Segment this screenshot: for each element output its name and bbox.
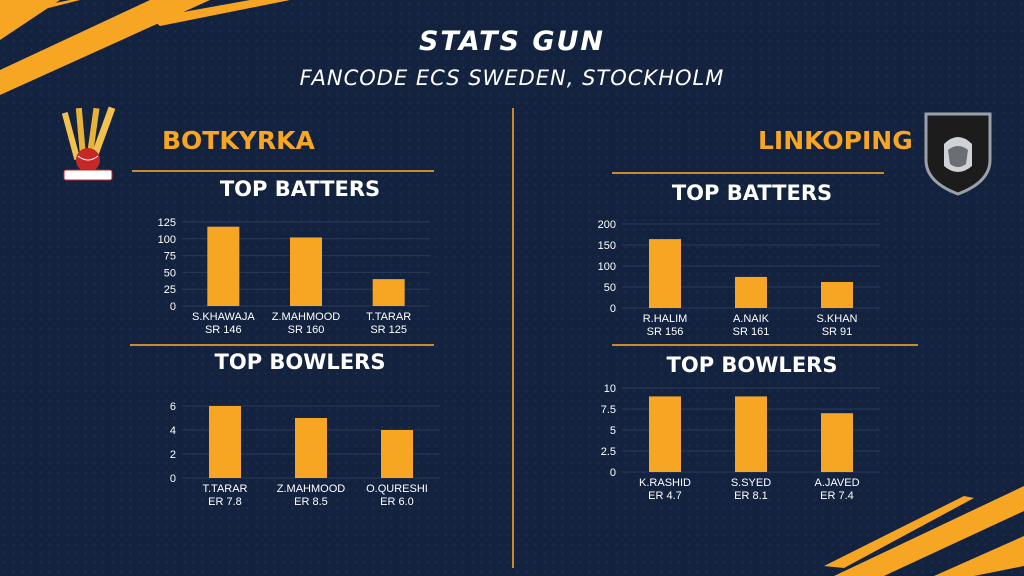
y-tick-label: 75 [164,251,176,263]
y-tick-label: 4 [170,425,176,437]
x-category-label: A.NAIK [733,313,770,325]
bar-z-mahmood [290,237,322,306]
page-title: STATS GUN [418,26,606,57]
x-sublabel: ER 8.5 [294,496,328,508]
center-divider [512,108,514,568]
section-top-bowlers-left: TOP BOWLERS [214,350,386,374]
y-tick-label: 0 [610,467,616,479]
y-tick-label: 0 [610,303,616,315]
cricket-bat-ball-icon [61,106,116,181]
section-top-bowlers-right: TOP BOWLERS [666,353,838,377]
team-name-left: BOTKYRKA [162,126,315,155]
divider-left-mid [130,344,434,346]
bar-a-javed [821,413,853,472]
x-category-label: A.JAVED [814,477,859,489]
bar-o-qureshi [381,430,413,478]
y-tick-label: 7.5 [601,404,616,416]
x-category-label: Z.MAHMOOD [277,483,345,495]
x-sublabel: ER 4.7 [648,490,682,502]
y-tick-label: 0 [170,473,176,485]
x-category-label: R.HALIM [643,313,688,325]
x-sublabel: ER 7.4 [820,490,854,502]
y-tick-label: 5 [610,425,616,437]
y-tick-label: 2 [170,449,176,461]
bar-r-halim [649,239,681,308]
bar-a-naik [735,276,767,308]
divider-right-top [612,172,884,174]
page-subtitle: FANCODE ECS SWEDEN, STOCKHOLM [299,66,725,90]
y-tick-label: 6 [170,401,176,413]
bar-t-tarar [372,279,405,306]
y-tick-label: 125 [158,217,176,229]
x-sublabel: SR 156 [647,326,684,338]
y-tick-label: 50 [164,267,176,279]
y-tick-label: 200 [598,219,616,231]
y-tick-label: 0 [170,301,176,313]
bar-s-khan [821,281,853,308]
x-category-label: Z.MAHMOOD [272,311,340,323]
y-tick-label: 100 [158,234,176,246]
section-top-batters-left: TOP BATTERS [219,177,381,201]
x-sublabel: ER 7.8 [208,496,242,508]
x-sublabel: SR 146 [205,324,242,336]
x-category-label: S.SYED [731,477,771,489]
bar-k-rashid [649,396,681,472]
bar-t-tarar [209,406,241,478]
bar-s-syed [735,396,767,472]
y-tick-label: 150 [598,240,616,252]
x-category-label: K.RASHID [639,477,691,489]
bar-s-khawaja [207,226,240,306]
x-category-label: S.KHAN [817,313,858,325]
y-tick-label: 100 [598,261,616,273]
x-category-label: T.TARAR [202,483,247,495]
y-tick-label: 50 [604,282,616,294]
bottom-right-stripes [824,486,1024,576]
x-category-label: O.QURESHI [366,483,428,495]
y-tick-label: 10 [604,383,616,395]
divider-right-mid [612,344,918,346]
x-sublabel: SR 161 [733,326,770,338]
lion-shield-icon [924,112,992,196]
y-tick-label: 25 [164,284,176,296]
x-sublabel: ER 8.1 [734,490,768,502]
x-sublabel: SR 91 [822,326,853,338]
x-category-label: S.KHAWAJA [192,311,255,323]
divider-left-top [132,170,434,172]
section-top-batters-right: TOP BATTERS [671,181,833,205]
x-sublabel: ER 6.0 [380,496,414,508]
team-name-right: LINKOPING [758,126,913,155]
x-category-label: T.TARAR [366,311,411,323]
x-sublabel: SR 160 [288,324,325,336]
x-sublabel: SR 125 [370,324,407,336]
top-left-stripes [0,0,290,95]
y-tick-label: 2.5 [601,446,616,458]
bar-z-mahmood [295,418,327,478]
